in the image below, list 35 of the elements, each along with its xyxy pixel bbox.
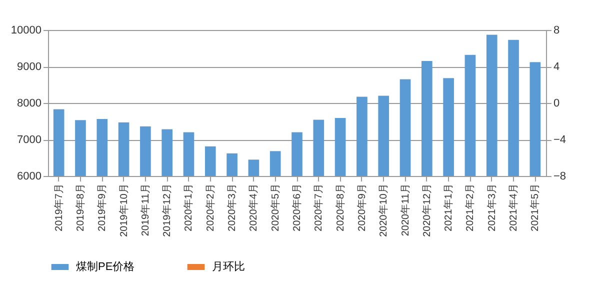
y-tick-label: 10000 [10,24,42,36]
x-tick-label: 2021年1月 [442,184,455,232]
y2-tick-label: 8 [554,24,560,36]
x-tick-label: 2020年7月 [312,184,325,232]
x-tick-label: 2019年10月 [118,184,130,237]
x-tick-label: 2019年12月 [161,184,174,237]
x-tick-label: 2020年6月 [291,184,303,232]
x-tick-label: 2020年10月 [378,184,390,237]
x-tick-label: 2020年9月 [356,184,368,232]
x-tick-label: 2021年5月 [529,184,542,232]
x-tick-label: 2020年2月 [204,184,216,232]
x-tick-label: 2020年11月 [399,184,412,236]
y2-tick-label: 4 [554,61,560,73]
y-tick-label: 9000 [17,61,42,73]
x-tick-label: 2020年5月 [269,184,282,232]
legend-label: 月环比 [212,260,245,273]
x-tick-label: 2020年1月 [182,184,195,232]
y2-tick-label: −4 [554,134,566,146]
y-tick-label: 8000 [17,98,42,110]
x-tick-label: 2021年3月 [486,184,498,232]
y-tick-label: 6000 [17,170,42,182]
y-tick-label: 7000 [17,134,42,146]
x-tick-label: 2021年2月 [464,184,476,232]
y2-tick-label: −8 [554,170,566,182]
x-tick-label: 2020年8月 [334,184,346,232]
x-tick-label: 2019年11月 [139,184,152,236]
x-tick-label: 2019年9月 [96,184,108,232]
x-tick-label: 2020年12月 [420,184,433,237]
x-tick-label: 2019年8月 [74,184,86,232]
x-tick-label: 2020年3月 [226,184,238,232]
legend-label: 煤制PE价格 [76,260,135,273]
y2-tick-label: 0 [554,98,560,110]
x-tick-label: 2019年7月 [52,184,65,232]
x-tick-label: 2020年4月 [248,184,260,232]
x-tick-label: 2021年4月 [508,184,520,232]
